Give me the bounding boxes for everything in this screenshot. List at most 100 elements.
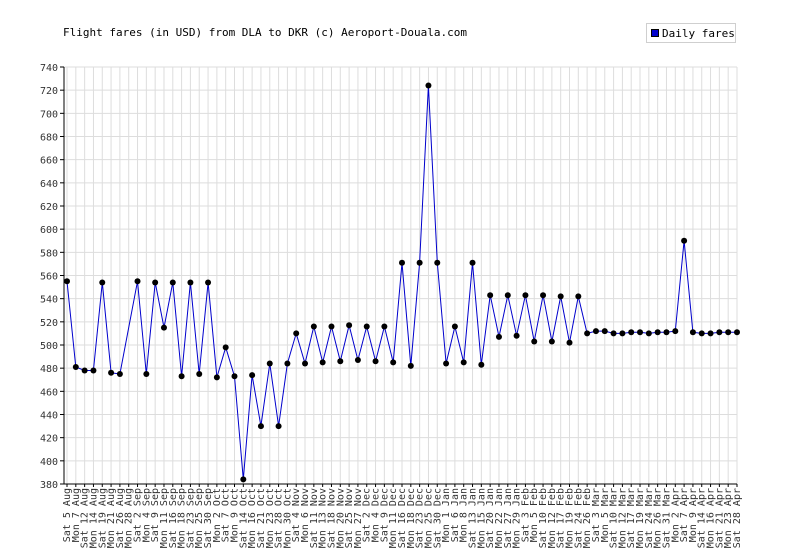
x-tick-label: Mon 16 Apr: [706, 488, 717, 548]
x-tick-label: Mon 18 Sep: [177, 488, 188, 548]
data-point: [434, 259, 441, 266]
data-point: [293, 330, 300, 337]
x-tick-label: Mon 22 Jan: [494, 488, 505, 548]
x-tick-label: Sat 12 Aug: [80, 488, 91, 548]
x-tick-label: Sat 23 Sep: [185, 488, 196, 548]
data-point: [504, 292, 511, 299]
x-tick-label: Sat 7 Oct: [221, 488, 232, 542]
x-tick-label: Sat 11 Nov: [309, 488, 320, 548]
data-point: [108, 369, 115, 376]
x-tick-label: Mon 11 Sep: [159, 488, 170, 548]
series-line-group: [66, 85, 737, 480]
x-tick-label: Sat 30 Sep: [203, 488, 214, 548]
x-tick-label: Mon 23 Apr: [723, 488, 734, 548]
x-tick-label: Sat 27 Jan: [503, 488, 514, 548]
data-point: [213, 374, 220, 381]
x-tick-label: Mon 12 Mar: [617, 488, 628, 548]
data-point: [72, 364, 79, 371]
data-point: [725, 329, 732, 336]
x-tick-label: Sat 10 Mar: [609, 488, 620, 548]
x-tick-label: Sat 2 Dec: [362, 488, 373, 542]
x-tick-label: Mon 16 Oct: [247, 488, 258, 548]
x-tick-label: Mon 5 Mar: [600, 488, 611, 542]
y-tick-label: 480: [40, 364, 58, 375]
x-tick-label: Sat 6 Jan: [450, 488, 461, 542]
data-point: [205, 279, 212, 286]
y-tick-label: 440: [40, 411, 58, 422]
x-tick-label: Mon 13 Nov: [318, 488, 329, 548]
data-point: [540, 292, 547, 299]
y-tick-label: 520: [40, 318, 58, 329]
x-tick-label: Sat 18 Nov: [326, 488, 337, 548]
data-point: [266, 360, 273, 367]
y-tick-label: 700: [40, 109, 58, 120]
x-tick-label: Sat 13 Jan: [468, 488, 479, 548]
x-tick-label: Mon 1 Jan: [441, 488, 452, 542]
data-point: [275, 423, 282, 430]
x-tick-label: Sat 21 Oct: [256, 488, 267, 548]
x-tick-label: Sat 28 Oct: [274, 488, 285, 548]
x-tick-label: Mon 27 Nov: [353, 488, 364, 548]
data-point: [592, 328, 599, 335]
data-point: [460, 359, 467, 366]
x-tick-label: Sat 16 Sep: [168, 488, 179, 548]
x-tick-label: Mon 4 Sep: [141, 488, 152, 542]
x-tick-label: Sat 9 Dec: [379, 488, 390, 542]
data-point: [487, 292, 494, 299]
x-tick-label: Mon 5 Feb: [529, 488, 540, 542]
x-tick-label: Mon 28 Aug: [124, 488, 135, 548]
y-tick-label: 620: [40, 202, 58, 213]
data-point: [99, 279, 106, 286]
x-tick-label: Mon 25 Dec: [423, 488, 434, 548]
data-point: [531, 338, 538, 345]
data-point: [152, 279, 159, 286]
data-point: [249, 372, 256, 379]
y-tick-label: 720: [40, 86, 58, 97]
x-tick-label: Mon 12 Feb: [547, 488, 558, 548]
data-point: [716, 329, 723, 336]
x-tick-label: Sat 4 Nov: [291, 488, 302, 542]
data-point: [390, 359, 397, 366]
y-tick-label: 640: [40, 179, 58, 190]
data-point: [654, 329, 661, 336]
data-point: [495, 333, 502, 340]
series-points-group: [64, 82, 740, 483]
x-tick-label: Sat 19 Aug: [97, 488, 108, 548]
data-point: [689, 329, 696, 336]
y-tick-label: 740: [40, 63, 58, 74]
legend-swatch-icon: [651, 29, 659, 37]
x-tick-label: Sat 24 Feb: [573, 488, 584, 548]
data-point: [628, 329, 635, 336]
x-tick-label: Mon 11 Dec: [388, 488, 399, 548]
x-tick-label: Sat 2 Sep: [133, 488, 144, 542]
data-point: [257, 423, 264, 430]
x-tick-label: Mon 18 Dec: [406, 488, 417, 548]
y-tick-label: 560: [40, 272, 58, 283]
y-tick-label: 380: [40, 480, 58, 491]
data-point: [240, 476, 247, 483]
y-tick-label: 420: [40, 434, 58, 445]
x-tick-label: Sat 14 Oct: [238, 488, 249, 548]
x-tick-label: Mon 30 Oct: [282, 488, 293, 548]
data-point: [645, 330, 652, 337]
data-point: [663, 329, 670, 336]
legend-label: Daily fares: [662, 26, 735, 40]
y-tick-label: 500: [40, 341, 58, 352]
y-tick-label: 540: [40, 295, 58, 306]
x-tick-label: Mon 6 Nov: [300, 488, 311, 542]
data-point: [64, 278, 70, 285]
data-point: [196, 370, 203, 377]
x-tick-label: Mon 9 Apr: [688, 488, 699, 542]
x-tick-label: Sat 23 Dec: [415, 488, 426, 548]
x-tick-label: Sat 28 Apr: [732, 488, 743, 548]
x-tick-label: Sat 17 Feb: [556, 488, 567, 548]
data-point: [637, 329, 644, 336]
data-point: [302, 360, 309, 367]
x-tick-label: Mon 15 Jan: [476, 488, 487, 548]
x-tick-label: Mon 8 Jan: [459, 488, 470, 542]
data-point: [672, 328, 679, 335]
data-point: [513, 332, 520, 339]
data-point: [337, 358, 344, 365]
data-point: [81, 367, 88, 374]
